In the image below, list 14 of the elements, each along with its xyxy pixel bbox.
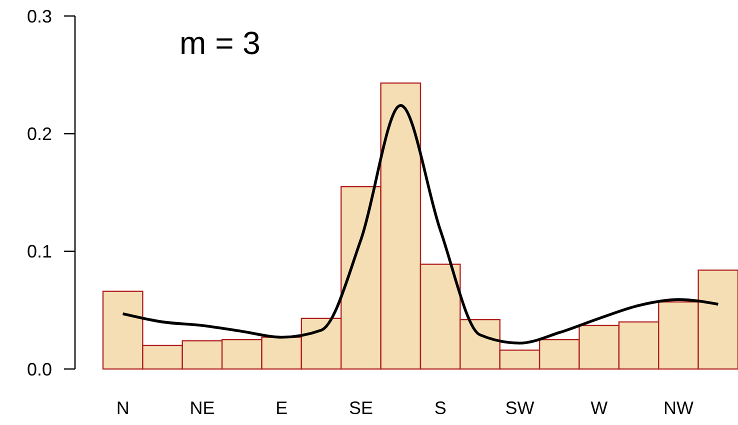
x-tick-label: SE xyxy=(348,398,373,418)
annotation: m = 3 xyxy=(180,25,260,61)
line-series xyxy=(121,104,720,345)
x-tick-label: SW xyxy=(505,398,534,418)
y-tick-label: 0.2 xyxy=(26,124,52,144)
y-tick-label: 0.1 xyxy=(26,242,52,262)
x-tick-label: E xyxy=(276,398,288,418)
x-tick-label: S xyxy=(434,398,446,418)
x-tick-label: NE xyxy=(190,398,215,418)
y-tick-label: 0.0 xyxy=(26,359,52,380)
x-tick-label: W xyxy=(590,398,608,418)
y-tick-label: 0.3 xyxy=(26,6,52,26)
x-tick-label: N xyxy=(116,398,130,418)
x-tick-label: NW xyxy=(663,398,694,418)
